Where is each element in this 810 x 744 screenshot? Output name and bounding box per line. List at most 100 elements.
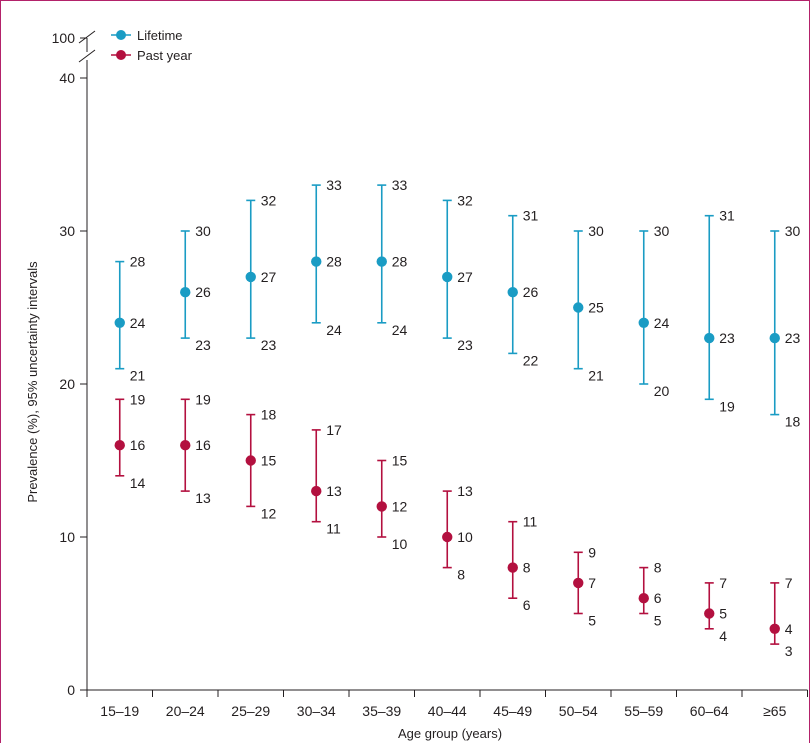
value-label: 26 xyxy=(523,284,539,300)
data-point xyxy=(573,302,584,313)
lower-label: 22 xyxy=(523,352,539,368)
value-label: 15 xyxy=(261,453,277,469)
data-point xyxy=(180,440,191,451)
upper-label: 11 xyxy=(523,514,538,530)
lower-label: 10 xyxy=(392,536,408,552)
upper-label: 32 xyxy=(261,192,277,208)
y-tick-label: 30 xyxy=(59,223,75,239)
data-point xyxy=(114,317,125,328)
data-point xyxy=(311,485,322,497)
series-past-year: 19 16 14 19 16 13 18 15 12 17 13 11 15 12 10 13 10 8 11 8 6 9… xyxy=(114,391,793,659)
y-tick-label: 10 xyxy=(59,529,75,545)
legend-marker xyxy=(116,30,126,40)
data-point xyxy=(638,593,649,604)
legend-label: Lifetime xyxy=(137,28,183,43)
axes: 100 0 10 20 30 40 15–19 20–24 25–29 30–34 35–39 40–… xyxy=(52,30,808,719)
data-point xyxy=(573,577,584,589)
value-label: 26 xyxy=(195,284,211,300)
upper-label: 19 xyxy=(130,391,146,407)
upper-label: 30 xyxy=(588,223,604,239)
data-point xyxy=(180,287,191,298)
y-tick-label: 40 xyxy=(59,70,75,86)
upper-label: 33 xyxy=(392,177,408,193)
lower-label: 23 xyxy=(195,337,211,353)
data-point xyxy=(769,623,780,634)
upper-label: 7 xyxy=(719,575,727,591)
x-tick-label: 40–44 xyxy=(428,703,467,719)
series-layer: 2824213026233227233328243328243227233126… xyxy=(114,177,801,659)
value-label: 13 xyxy=(326,483,342,499)
lower-label: 5 xyxy=(588,613,596,629)
upper-label: 13 xyxy=(457,483,473,499)
value-label: 24 xyxy=(654,315,670,331)
data-point xyxy=(704,332,715,344)
x-tick-label: 30–34 xyxy=(297,703,336,719)
lower-label: 21 xyxy=(130,368,146,384)
legend-label: Past year xyxy=(137,48,193,63)
value-label: 8 xyxy=(523,560,531,576)
value-label: 23 xyxy=(719,330,735,346)
lower-label: 14 xyxy=(130,475,146,491)
lower-label: 23 xyxy=(457,337,473,353)
upper-label: 32 xyxy=(457,192,473,208)
lower-label: 13 xyxy=(195,490,211,506)
lower-label: 6 xyxy=(523,597,531,613)
value-label: 28 xyxy=(326,254,342,270)
data-point xyxy=(376,256,387,267)
lower-label: 24 xyxy=(392,322,408,338)
data-point xyxy=(114,440,125,451)
upper-label: 17 xyxy=(326,422,342,438)
upper-label: 8 xyxy=(654,560,662,576)
lower-label: 5 xyxy=(654,613,662,629)
x-tick-label: 20–24 xyxy=(166,703,205,719)
x-tick-label: 50–54 xyxy=(559,703,598,719)
lower-label: 20 xyxy=(654,383,670,399)
upper-label: 33 xyxy=(326,177,342,193)
value-label: 16 xyxy=(195,437,211,453)
data-point xyxy=(245,455,256,466)
series-lifetime: 28 24 21 30 26 23 32 27 23 33 28 24 33 28 24 32 27 23 31 26… xyxy=(114,177,801,430)
upper-label: 30 xyxy=(195,223,211,239)
legend-marker xyxy=(116,50,126,60)
axis-break-mark xyxy=(78,49,96,63)
value-label: 27 xyxy=(457,269,473,285)
lower-label: 12 xyxy=(261,505,277,521)
legend-item: Lifetime xyxy=(111,28,183,43)
y-axis-title: Prevalence (%), 95% uncertainty interval… xyxy=(25,261,40,503)
x-tick-label: 25–29 xyxy=(231,703,270,719)
upper-label: 30 xyxy=(654,223,670,239)
axis-break-mark xyxy=(78,30,96,44)
lower-label: 11 xyxy=(326,521,341,537)
value-label: 5 xyxy=(719,606,727,622)
data-point xyxy=(507,287,518,298)
value-label: 23 xyxy=(785,330,801,346)
x-tick-label: 55–59 xyxy=(624,703,663,719)
lower-label: 24 xyxy=(326,322,342,338)
data-point xyxy=(442,531,453,543)
upper-label: 31 xyxy=(719,208,735,224)
x-tick-label: 15–19 xyxy=(100,703,139,719)
lower-label: 18 xyxy=(785,414,801,430)
value-label: 10 xyxy=(457,529,473,545)
value-label: 7 xyxy=(588,575,596,591)
data-point xyxy=(704,608,715,619)
upper-label: 31 xyxy=(523,208,539,224)
data-point xyxy=(638,317,649,328)
upper-label: 28 xyxy=(130,254,146,270)
legend-item: Past year xyxy=(111,48,193,63)
lower-label: 23 xyxy=(261,337,277,353)
value-label: 6 xyxy=(654,590,662,606)
upper-label: 30 xyxy=(785,223,801,239)
lower-label: 3 xyxy=(785,643,793,659)
lower-label: 21 xyxy=(588,368,604,384)
data-point xyxy=(442,271,453,283)
x-tick-label: 45–49 xyxy=(493,703,532,719)
value-label: 24 xyxy=(130,315,146,331)
data-point xyxy=(769,332,780,344)
x-tick-label: 60–64 xyxy=(690,703,729,719)
upper-label: 15 xyxy=(392,453,408,469)
lower-label: 4 xyxy=(719,628,727,644)
upper-label: 18 xyxy=(261,407,277,423)
value-label: 12 xyxy=(392,498,408,514)
